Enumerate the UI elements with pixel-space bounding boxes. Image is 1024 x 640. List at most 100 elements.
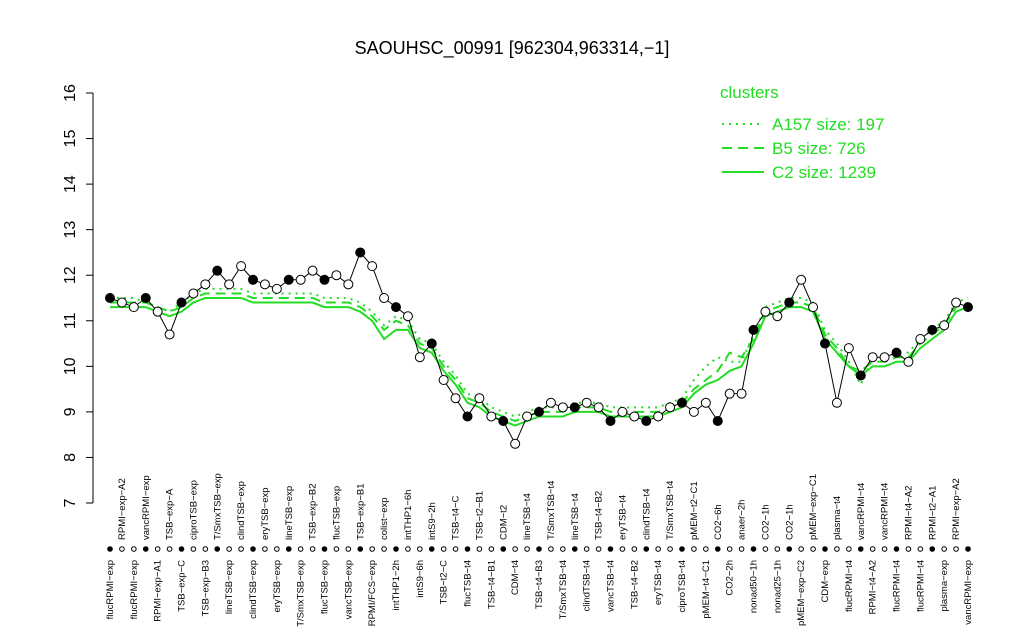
x-tick-label: T/SmxTSB−t4 xyxy=(546,481,557,540)
sample-dot xyxy=(309,546,316,552)
sample-dot xyxy=(810,546,816,552)
data-point xyxy=(545,397,556,408)
x-tick-label: colist−exp xyxy=(379,497,390,540)
data-point xyxy=(236,261,247,272)
sample-dot xyxy=(798,546,804,552)
data-point xyxy=(688,406,699,417)
data-point xyxy=(927,324,938,335)
sample-dot xyxy=(333,546,340,552)
x-tick-label: eryTSB−exp xyxy=(272,560,283,613)
data-point xyxy=(271,283,282,294)
data-point xyxy=(855,370,866,381)
sample-dot xyxy=(917,546,924,552)
sample-dot xyxy=(560,546,566,552)
x-tick-label: vancRPMI−t4 xyxy=(880,483,891,540)
x-tick-label: TSB−exp−B3 xyxy=(200,560,211,617)
data-point xyxy=(486,411,497,422)
x-tick-label: RPMI−exp−A2 xyxy=(951,478,962,540)
x-tick-label: lineTSB−exp xyxy=(224,560,235,614)
y-tick-label: 12 xyxy=(62,266,79,284)
sample-dot xyxy=(417,546,423,552)
x-tick-label: T/SmxTSB−t4 xyxy=(558,560,569,619)
sample-dot xyxy=(548,546,554,552)
data-point xyxy=(915,334,926,344)
data-point xyxy=(534,406,544,417)
sample-dot xyxy=(774,546,781,552)
sample-dot xyxy=(667,546,673,552)
data-point xyxy=(331,270,342,281)
x-tick-label: TSB−exp−A xyxy=(165,488,176,540)
data-point xyxy=(843,343,854,354)
data-point xyxy=(677,397,687,408)
data-point xyxy=(510,438,521,449)
y-tick-label: 14 xyxy=(62,175,79,193)
data-point xyxy=(963,302,973,313)
data-point xyxy=(760,306,771,317)
x-tick-label: CDM−t4 xyxy=(510,560,521,595)
sample-dot xyxy=(178,546,185,552)
x-tick-label: TSB−t2−C xyxy=(439,560,450,604)
sample-dot xyxy=(631,546,638,552)
x-tick-label: plasma−t4 xyxy=(832,496,843,540)
data-point xyxy=(593,402,604,413)
sample-dot xyxy=(512,546,518,552)
data-point xyxy=(939,320,950,331)
sample-dot xyxy=(464,546,471,552)
data-point xyxy=(414,352,425,363)
x-tick-label: eryTSB−t4 xyxy=(617,495,628,540)
x-tick-label: vancRPMI−exp xyxy=(963,560,974,625)
data-point xyxy=(891,347,902,358)
data-point xyxy=(724,388,735,399)
cluster-line xyxy=(110,287,969,418)
x-tick-label: flucRPMI−exp xyxy=(129,560,140,619)
x-tick-label: flucTSB−t4 xyxy=(463,560,474,607)
sample-dot xyxy=(190,546,197,552)
sample-dot xyxy=(131,546,137,552)
x-tick-label: vancTSB−t4 xyxy=(606,560,617,612)
data-point xyxy=(736,388,747,399)
x-tick-label: flucTSB−exp xyxy=(331,486,342,540)
x-tick-label: CDM−t2 xyxy=(498,505,509,540)
x-tick-label: flucTSB−exp xyxy=(320,560,331,614)
data-point xyxy=(116,297,127,308)
sample-dot xyxy=(166,546,173,552)
sample-dot xyxy=(297,546,304,552)
y-tick-label: 11 xyxy=(62,312,79,329)
x-tick-label: CO2−1h xyxy=(760,504,771,540)
data-point xyxy=(629,411,640,422)
data-point xyxy=(402,311,413,322)
x-tick-label: RPMI−exp−A2 xyxy=(117,478,128,540)
sample-dot xyxy=(393,546,399,552)
x-tick-label: plasma−exp xyxy=(939,560,950,612)
data-point xyxy=(367,261,378,272)
data-point xyxy=(569,402,580,413)
x-tick-label: intS9−6h xyxy=(415,560,426,598)
sample-dot xyxy=(107,546,113,552)
sample-dot xyxy=(643,546,650,552)
sample-dot xyxy=(893,546,900,552)
x-tick-label: vancRPMI−t4 xyxy=(856,483,867,540)
data-point xyxy=(391,302,401,313)
sample-dot xyxy=(214,546,221,552)
data-point xyxy=(820,338,830,349)
sample-dot xyxy=(965,546,971,552)
sample-dot xyxy=(226,546,232,552)
x-tick-label: ciproTSB−exp xyxy=(188,480,199,540)
legend-label: B5 size: 726 xyxy=(772,139,866,158)
data-point xyxy=(343,279,354,290)
x-tick-label: clindTSB−exp xyxy=(236,481,247,540)
sample-dot xyxy=(691,546,697,552)
data-point xyxy=(951,297,962,308)
data-point xyxy=(379,293,390,303)
x-tick-label: RPMI−t2−A1 xyxy=(927,486,938,540)
data-point xyxy=(700,397,711,408)
sample-dot xyxy=(703,546,709,552)
x-tick-label: T/SmxTSB−exp xyxy=(296,560,307,627)
x-tick-label: lineTSB−exp xyxy=(284,486,295,540)
legend-label: A157 size: 197 xyxy=(772,115,884,134)
sample-dot xyxy=(953,546,959,552)
x-tick-label: TSB−exp−B1 xyxy=(355,483,366,540)
sample-dot xyxy=(440,546,447,552)
y-tick-label: 7 xyxy=(62,498,79,507)
